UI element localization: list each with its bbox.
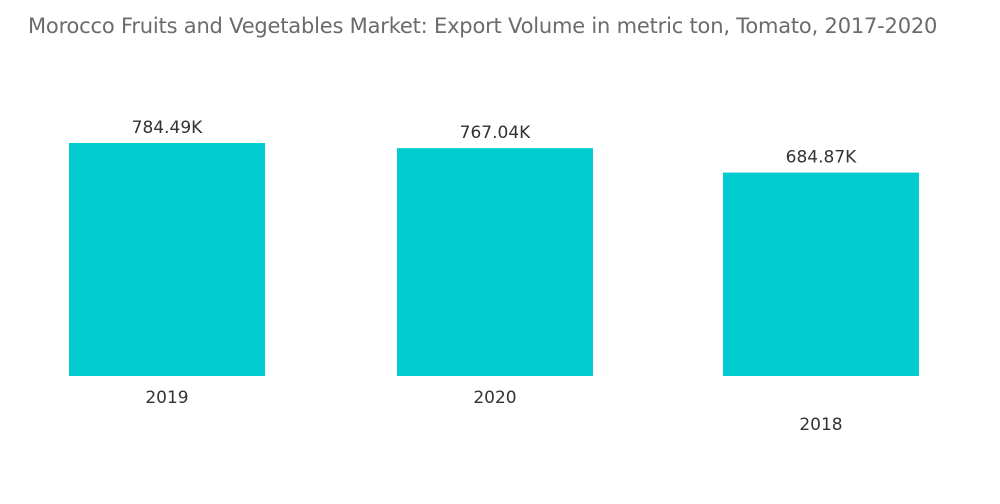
category-label: 2020 [473, 388, 516, 408]
bar-2018 [723, 172, 919, 376]
bars-layer [69, 143, 919, 376]
bar-value-label: 767.04K [460, 123, 531, 143]
bar-value-label: 784.49K [132, 118, 203, 138]
bar-value-label: 684.87K [786, 148, 857, 168]
bar-2020 [397, 148, 593, 376]
bar-2019 [69, 143, 265, 376]
category-label: 2018 [799, 415, 842, 435]
labels-layer: 784.49K 2019 767.04K 2020 684.87K 2018 [132, 118, 857, 435]
category-label: 2019 [145, 388, 188, 408]
chart-title: Morocco Fruits and Vegetables Market: Ex… [28, 14, 938, 38]
